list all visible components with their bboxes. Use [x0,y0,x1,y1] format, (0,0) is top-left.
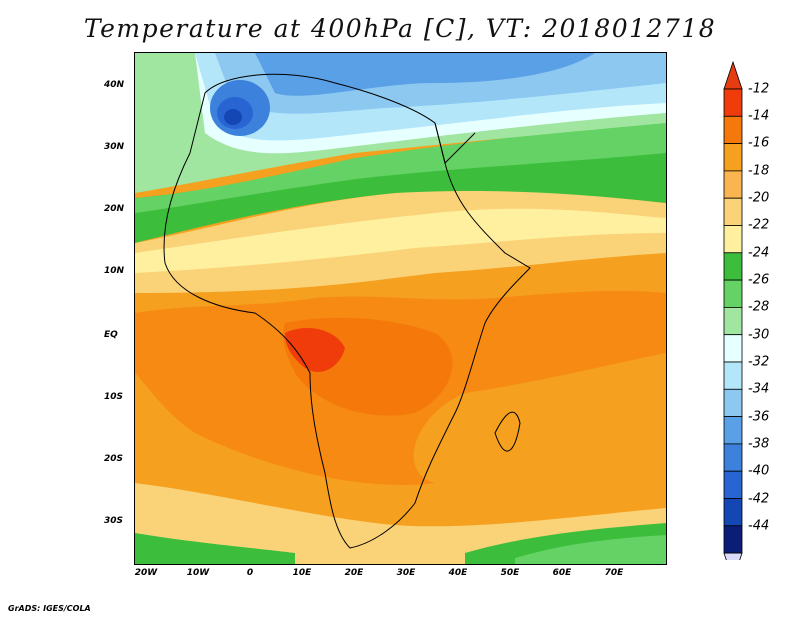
colorbar-bottom-arrow [723,552,743,560]
lon-tick-label: 50E [500,568,520,578]
lon-tick-label: 70E [604,568,624,578]
colorbar-level-label: -22 [748,217,770,233]
colorbar-segment [723,143,743,172]
colorbar-level-label: -16 [748,135,770,151]
colorbar-segment [723,525,743,554]
colorbar-level-label: -18 [748,163,770,179]
lat-tick-label: 10S [104,392,124,402]
colorbar-segment [723,361,743,390]
lon-tick-label: 60E [552,568,572,578]
lon-tick-label: 20E [344,568,364,578]
colorbar-segment [723,279,743,308]
lat-tick-label: 20N [104,204,125,214]
colorbar-segment [723,225,743,254]
colorbar-level-label: -42 [748,491,770,507]
colorbar-segment [723,443,743,472]
colorbar-segment [723,416,743,445]
lon-tick-label: 10E [292,568,312,578]
colorbar-segment [723,88,743,117]
colorbar-segment [723,388,743,417]
lon-tick-label: 0 [246,568,254,578]
colorbar-level-label: -24 [748,245,770,261]
colorbar-level-label: -32 [748,354,770,370]
colorbar-level-label: -28 [748,299,770,315]
colorbar-level-label: -20 [748,190,770,206]
colorbar-segment [723,197,743,226]
software-credit: GrADS: IGES/COLA [8,604,91,613]
lat-tick-label: 10N [104,266,125,276]
colorbar-level-label: -26 [748,272,770,288]
lat-tick-label: 30N [104,142,125,152]
colorbar [723,60,743,560]
colorbar-level-label: -14 [748,108,770,124]
lon-tick-label: 40E [448,568,468,578]
colorbar-level-label: -34 [748,381,770,397]
lat-tick-label: 30S [104,516,124,526]
lat-tick-label: EQ [104,330,118,340]
colorbar-segment [723,306,743,336]
lon-tick-label: 30E [396,568,416,578]
map-plot-area [134,52,667,565]
temperature-field [135,53,666,564]
colorbar-level-label: -30 [748,327,770,343]
colorbar-segment [723,115,743,144]
map-title: Temperature at 400hPa [C], VT: 201801271… [83,14,717,43]
colorbar-segment [723,334,743,363]
colorbar-level-label: -12 [748,81,770,97]
colorbar-level-label: -38 [748,436,770,452]
colorbar-segment [723,252,743,281]
colorbar-top-arrow [723,60,743,90]
colorbar-segment [723,170,743,199]
colorbar-segment [723,470,743,499]
lat-tick-label: 20S [104,454,124,464]
lat-tick-label: 40N [104,80,125,90]
lon-tick-label: 10W [186,568,210,578]
colorbar-level-label: -40 [748,463,770,479]
colorbar-level-label: -44 [748,518,770,534]
lon-tick-label: 20W [134,568,158,578]
colorbar-level-label: -36 [748,409,770,425]
colorbar-segment [723,498,743,527]
